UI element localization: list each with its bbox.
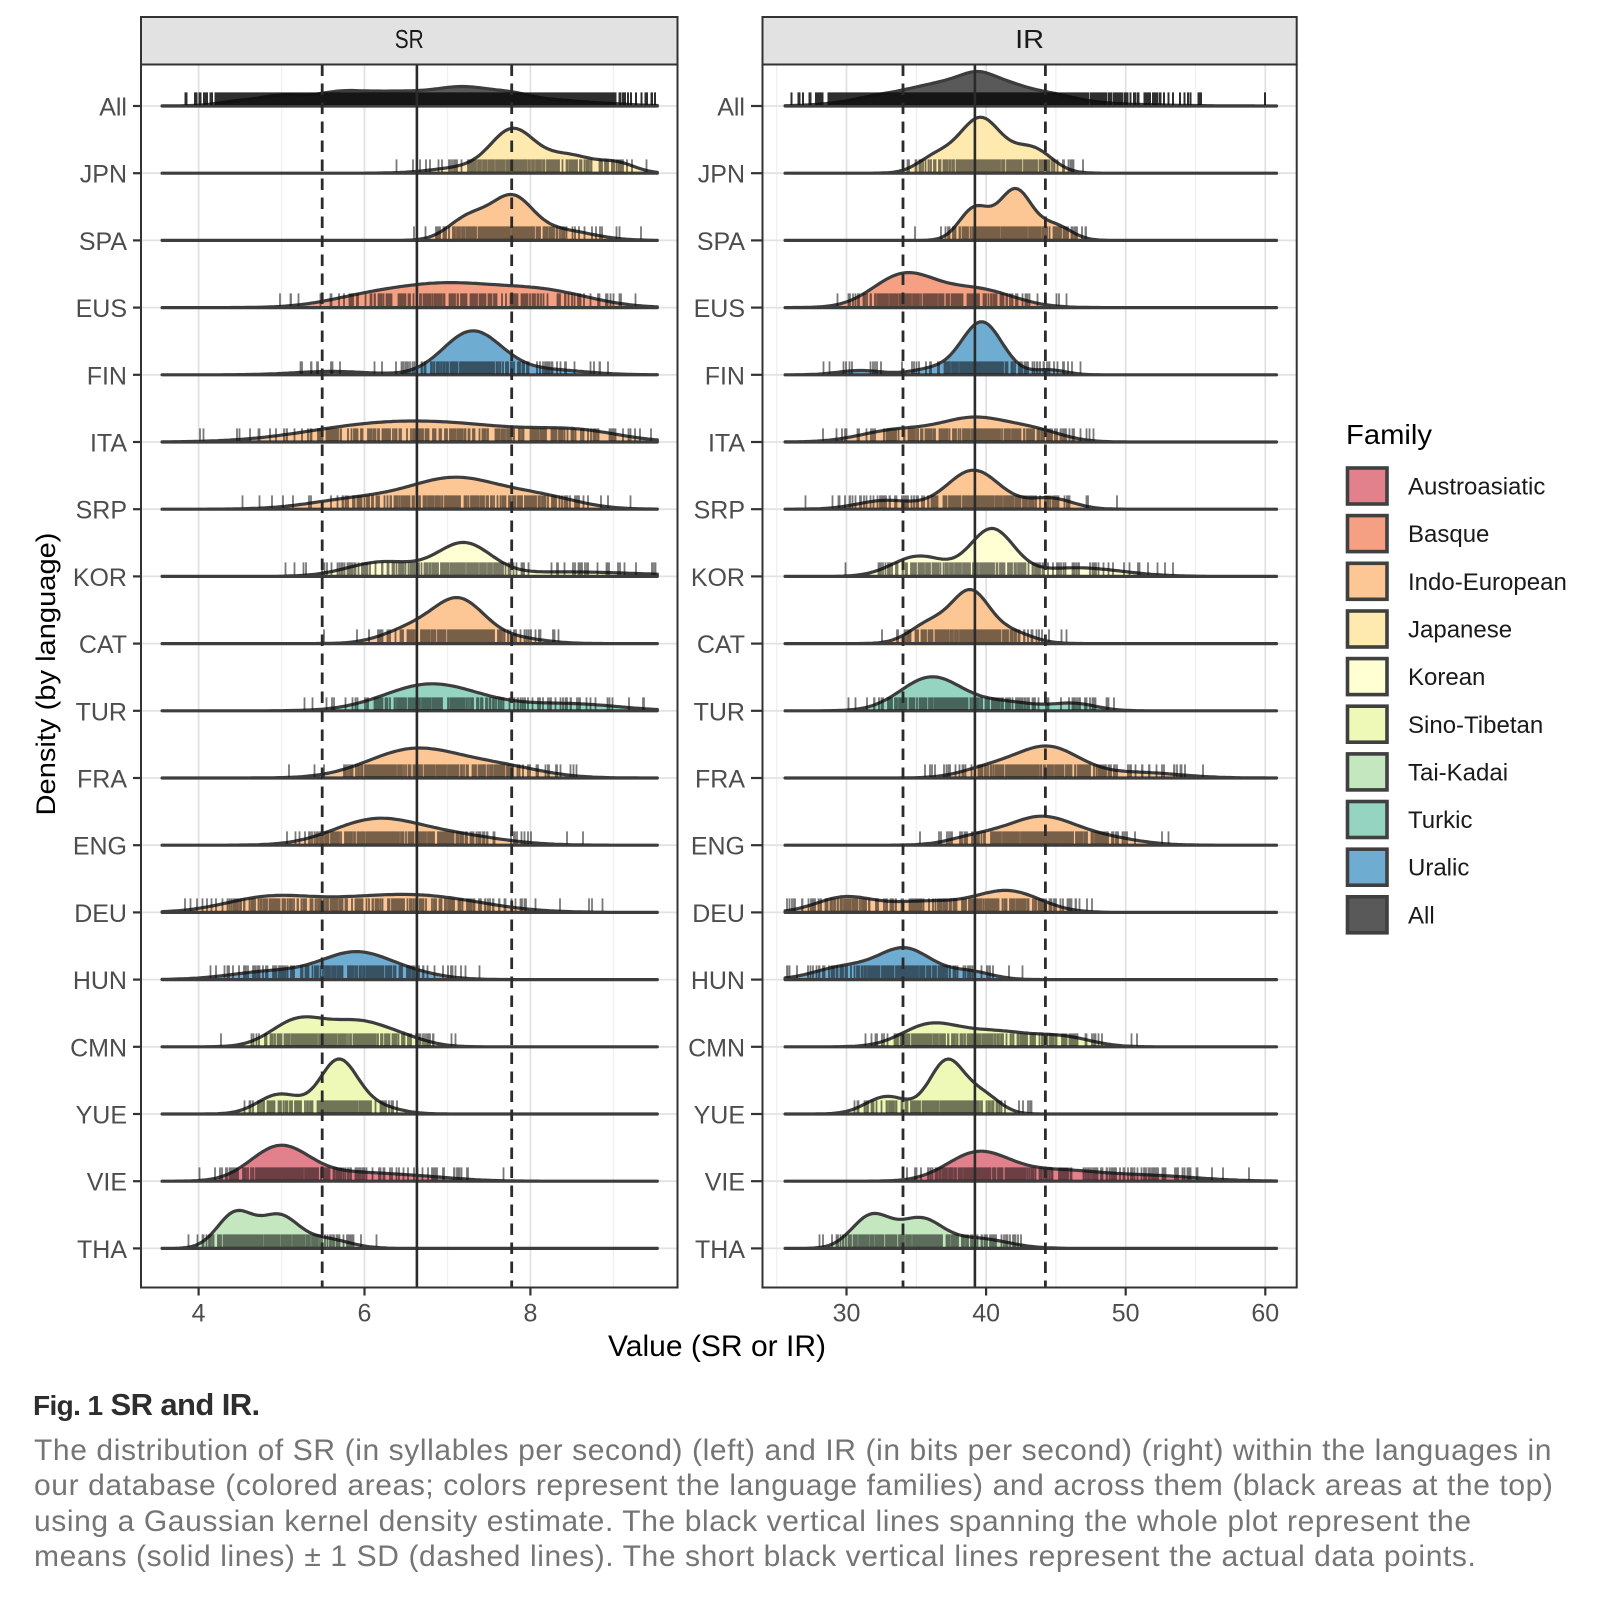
- svg-text:CAT: CAT: [697, 631, 745, 659]
- svg-text:DEU: DEU: [692, 900, 745, 928]
- svg-text:JPN: JPN: [698, 161, 745, 189]
- svg-text:CMN: CMN: [688, 1034, 745, 1062]
- svg-text:30: 30: [833, 1300, 861, 1328]
- svg-text:40: 40: [972, 1300, 1000, 1328]
- svg-text:THA: THA: [695, 1236, 745, 1264]
- svg-text:FIN: FIN: [705, 362, 745, 390]
- svg-text:VIE: VIE: [87, 1169, 127, 1197]
- svg-text:JPN: JPN: [80, 161, 127, 189]
- svg-text:SR: SR: [395, 24, 424, 54]
- svg-text:Tai-Kadai: Tai-Kadai: [1408, 759, 1508, 786]
- svg-text:EUS: EUS: [694, 295, 745, 323]
- svg-text:Basque: Basque: [1408, 521, 1489, 548]
- svg-text:SRP: SRP: [694, 497, 745, 525]
- svg-text:Uralic: Uralic: [1408, 855, 1469, 882]
- svg-text:VIE: VIE: [705, 1169, 745, 1197]
- svg-text:FRA: FRA: [77, 766, 127, 794]
- svg-text:SPA: SPA: [79, 228, 127, 256]
- svg-text:Indo-European: Indo-European: [1408, 569, 1567, 596]
- svg-text:HUN: HUN: [691, 967, 745, 995]
- svg-text:YUE: YUE: [76, 1102, 127, 1130]
- svg-text:KOR: KOR: [691, 564, 745, 592]
- svg-text:Austroasiatic: Austroasiatic: [1408, 474, 1545, 501]
- svg-text:ENG: ENG: [73, 833, 127, 861]
- svg-text:Density (by language): Density (by language): [31, 533, 61, 816]
- svg-text:Sino-Tibetan: Sino-Tibetan: [1408, 712, 1543, 739]
- svg-text:FIN: FIN: [87, 362, 127, 390]
- svg-text:8: 8: [523, 1300, 537, 1328]
- svg-text:THA: THA: [77, 1236, 127, 1264]
- svg-text:Turkic: Turkic: [1408, 807, 1472, 834]
- svg-text:ITA: ITA: [708, 430, 745, 458]
- svg-text:SPA: SPA: [697, 228, 745, 256]
- svg-text:All: All: [1408, 902, 1435, 929]
- svg-text:IR: IR: [1015, 24, 1044, 54]
- svg-text:FRA: FRA: [695, 766, 745, 794]
- svg-text:DEU: DEU: [74, 900, 127, 928]
- svg-text:4: 4: [192, 1300, 206, 1328]
- svg-text:CMN: CMN: [70, 1034, 127, 1062]
- svg-text:Japanese: Japanese: [1408, 617, 1512, 644]
- svg-text:ENG: ENG: [691, 833, 745, 861]
- svg-text:6: 6: [358, 1300, 372, 1328]
- svg-text:CAT: CAT: [79, 631, 127, 659]
- svg-text:Value (SR or IR): Value (SR or IR): [608, 1330, 826, 1363]
- svg-text:Family: Family: [1346, 419, 1432, 450]
- svg-text:ITA: ITA: [90, 430, 127, 458]
- svg-text:60: 60: [1251, 1300, 1279, 1328]
- svg-text:KOR: KOR: [73, 564, 127, 592]
- svg-text:All: All: [717, 94, 745, 122]
- svg-text:TUR: TUR: [76, 698, 127, 726]
- svg-text:TUR: TUR: [694, 698, 745, 726]
- svg-text:50: 50: [1112, 1300, 1140, 1328]
- svg-text:EUS: EUS: [76, 295, 127, 323]
- svg-text:Korean: Korean: [1408, 664, 1485, 691]
- svg-text:All: All: [99, 94, 127, 122]
- svg-text:SRP: SRP: [76, 497, 127, 525]
- svg-text:YUE: YUE: [694, 1102, 745, 1130]
- svg-text:HUN: HUN: [73, 967, 127, 995]
